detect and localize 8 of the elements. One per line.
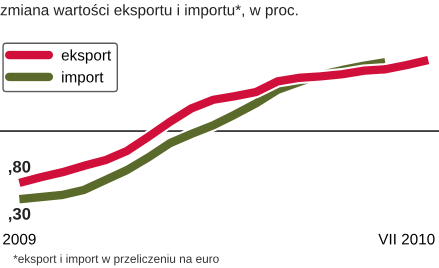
chart-title: zmiana wartości eksportu i importu*, w proc. <box>0 4 298 18</box>
legend-label: eksport <box>62 49 112 64</box>
annotation: ,30 <box>8 208 30 222</box>
legend-label: import <box>62 71 104 86</box>
x-tick-label: 2009 <box>3 234 36 245</box>
x-tick-label: VII 2010 <box>378 234 435 245</box>
text: *eksport i import w przeliczeniu na euro <box>13 254 219 266</box>
annotation: ,80 <box>8 160 30 176</box>
